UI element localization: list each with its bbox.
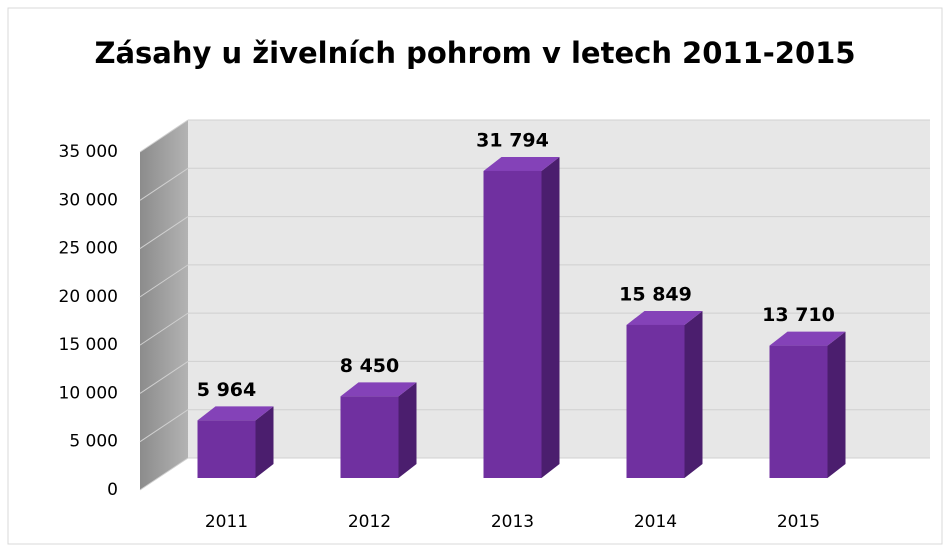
y-tick-label: 15 000 (59, 335, 118, 355)
grid-line-side (139, 119, 189, 153)
bar (769, 345, 828, 478)
bar-top (197, 406, 274, 421)
value-label: 13 710 (762, 304, 835, 326)
bar-side (398, 382, 417, 478)
value-label: 15 849 (619, 283, 692, 305)
y-tick-label: 20 000 (59, 287, 118, 307)
x-tick-label: 2014 (634, 512, 677, 532)
x-tick-label: 2012 (348, 512, 391, 532)
grid-line-side (139, 216, 189, 249)
y-tick-label: 35 000 (59, 142, 118, 162)
value-label: 31 794 (476, 129, 549, 151)
bar-side (684, 310, 703, 478)
x-tick-label: 2013 (491, 512, 534, 532)
bar (340, 396, 399, 478)
chart-title: Zásahy u živelních pohrom v letech 2011-… (94, 36, 855, 70)
bar-side (541, 156, 560, 478)
value-label: 5 964 (197, 379, 257, 401)
grid-line-side (139, 361, 189, 394)
bar (197, 420, 256, 478)
y-tick-label: 0 (107, 480, 118, 500)
y-tick-label: 10 000 (59, 383, 118, 403)
bar-side (827, 331, 846, 478)
y-tick-label: 30 000 (59, 190, 118, 210)
side-wall (140, 120, 188, 490)
bar-top (340, 382, 417, 397)
bar-top (626, 310, 703, 325)
value-label: 8 450 (340, 355, 400, 377)
bar-top (769, 331, 846, 346)
grid-line-side (139, 457, 189, 491)
y-tick-label: 25 000 (59, 239, 118, 259)
bar (626, 324, 685, 478)
x-tick-label: 2015 (777, 512, 820, 532)
y-tick-label: 5 000 (69, 432, 118, 452)
grid-line-side (139, 312, 189, 346)
bar-side (255, 406, 274, 478)
x-tick-label: 2011 (205, 512, 248, 532)
bar-top (483, 156, 560, 171)
grid-line-side (139, 167, 189, 201)
grid-line-side (139, 264, 189, 298)
grid-line-side (139, 409, 189, 443)
bar (483, 170, 542, 478)
